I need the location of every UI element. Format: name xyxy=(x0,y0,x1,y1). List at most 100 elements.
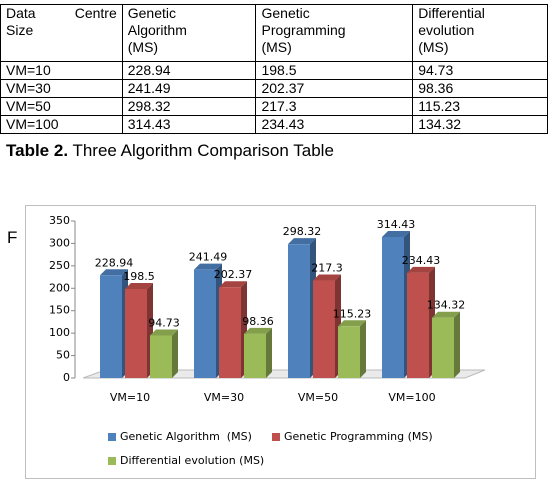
y-tick-label: 350 xyxy=(49,214,70,227)
table-caption: Table 2. Three Algorithm Comparison Tabl… xyxy=(6,141,334,161)
bar xyxy=(125,288,147,378)
bar xyxy=(382,236,404,378)
table-cell: 314.43 xyxy=(121,115,257,134)
bar-top xyxy=(219,281,247,288)
bar-top xyxy=(288,238,316,245)
bar xyxy=(100,275,122,378)
table-cell: 217.3 xyxy=(255,97,414,116)
x-tick-label: VM=10 xyxy=(110,391,150,404)
header-line: Genetic xyxy=(127,5,176,21)
header-line: (MS) xyxy=(261,39,292,55)
header-line: Algorithm xyxy=(127,22,187,38)
legend-label: Differential evolution (MS) xyxy=(120,454,264,467)
table-cell: VM=10 xyxy=(0,61,123,80)
header-line: Programming xyxy=(261,22,346,38)
bar xyxy=(150,335,172,378)
data-label: 98.36 xyxy=(242,315,274,328)
bar-side xyxy=(172,329,178,378)
header-line: Size xyxy=(6,22,34,38)
header-row: Data Centre Size Genetic Algorithm (MS) Genet… xyxy=(0,4,548,62)
bar xyxy=(407,272,429,378)
bar-top xyxy=(100,269,128,276)
header-cell: Differential evolution (MS) xyxy=(412,4,548,62)
table-cell: 241.49 xyxy=(121,79,257,98)
table-row: VM=100 314.43 234.43 134.32 xyxy=(0,115,548,134)
bar-top xyxy=(432,311,460,318)
table-cell: VM=100 xyxy=(0,115,123,134)
header-cell: Genetic Programming (MS) xyxy=(255,4,414,62)
table-cell: 134.32 xyxy=(412,115,548,134)
y-tick-label: 150 xyxy=(49,304,70,317)
bar xyxy=(219,287,241,378)
y-tick-label: 0 xyxy=(63,371,70,384)
header-cell: Genetic Algorithm (MS) xyxy=(121,4,257,62)
bar-top xyxy=(194,263,222,270)
table-cell: 94.73 xyxy=(412,61,548,80)
y-tick-label: 50 xyxy=(56,349,70,362)
bar xyxy=(194,269,216,378)
header-line: Data Centre xyxy=(6,5,117,21)
y-tick-label: 300 xyxy=(49,236,70,249)
table-cell: 115.23 xyxy=(412,97,548,116)
header-cell: Data Centre Size xyxy=(0,4,123,62)
bar-side xyxy=(360,320,366,378)
header-line: Genetic xyxy=(261,5,310,21)
legend-label: Genetic Algorithm (MS) xyxy=(120,430,252,443)
legend-swatch xyxy=(272,433,280,441)
data-label: 134.32 xyxy=(427,299,466,312)
table-row: VM=50 298.32 217.3 115.23 xyxy=(0,97,548,116)
table-cell: 228.94 xyxy=(121,61,257,80)
legend-label: Genetic Programming (MS) xyxy=(284,430,433,443)
data-label: 241.49 xyxy=(189,251,228,264)
data-label: 115.23 xyxy=(333,307,372,320)
data-label: 228.94 xyxy=(95,256,134,269)
y-tick-label: 200 xyxy=(49,281,70,294)
bar xyxy=(244,333,266,378)
data-label: 217.3 xyxy=(311,262,343,275)
y-tick-label: 100 xyxy=(49,326,70,339)
header-line: (MS) xyxy=(127,39,159,55)
data-label: 234.43 xyxy=(402,254,441,267)
caption-label: Table 2. xyxy=(6,141,69,160)
legend-swatch xyxy=(108,457,116,465)
header-line: (MS) xyxy=(418,39,449,55)
bar-top xyxy=(244,327,272,334)
bar xyxy=(313,280,335,378)
bar xyxy=(338,326,360,378)
bar xyxy=(288,244,310,378)
text-fragment: F xyxy=(7,228,18,247)
table-cell: VM=50 xyxy=(0,97,123,116)
bar-side xyxy=(266,327,272,378)
table-cell: VM=30 xyxy=(0,79,123,98)
bar-top xyxy=(125,282,153,289)
bar-side xyxy=(454,311,460,378)
data-label: 298.32 xyxy=(283,225,322,238)
table-cell: 202.37 xyxy=(255,79,414,98)
caption-text: Three Algorithm Comparison Table xyxy=(72,141,334,160)
data-label: 202.37 xyxy=(214,268,253,281)
bar-top xyxy=(313,274,341,281)
x-tick-label: VM=30 xyxy=(204,391,244,404)
bar xyxy=(432,317,454,378)
table-cell: 198.5 xyxy=(255,61,414,80)
bar-top xyxy=(382,230,410,237)
table-cell: 234.43 xyxy=(255,115,414,134)
bar-top xyxy=(150,329,178,336)
table-row: VM=10 228.94 198.5 94.73 xyxy=(0,61,548,80)
table-cell: 98.36 xyxy=(412,79,548,98)
legend-swatch xyxy=(108,433,116,441)
table-cell: 298.32 xyxy=(121,97,257,116)
data-label: 198.5 xyxy=(123,270,155,283)
x-tick-label: VM=100 xyxy=(388,391,435,404)
bar-top xyxy=(338,320,366,327)
comparison-table: Data Centre Size Genetic Algorithm (MS) Genet… xyxy=(0,4,548,134)
header-line: Differential xyxy=(418,5,485,21)
bar-top xyxy=(407,266,435,273)
header-line: evolution xyxy=(418,22,475,38)
x-tick-label: VM=50 xyxy=(298,391,338,404)
table-row: VM=30 241.49 202.37 98.36 xyxy=(0,79,548,98)
y-tick-label: 250 xyxy=(49,259,70,272)
data-label: 314.43 xyxy=(377,218,416,231)
